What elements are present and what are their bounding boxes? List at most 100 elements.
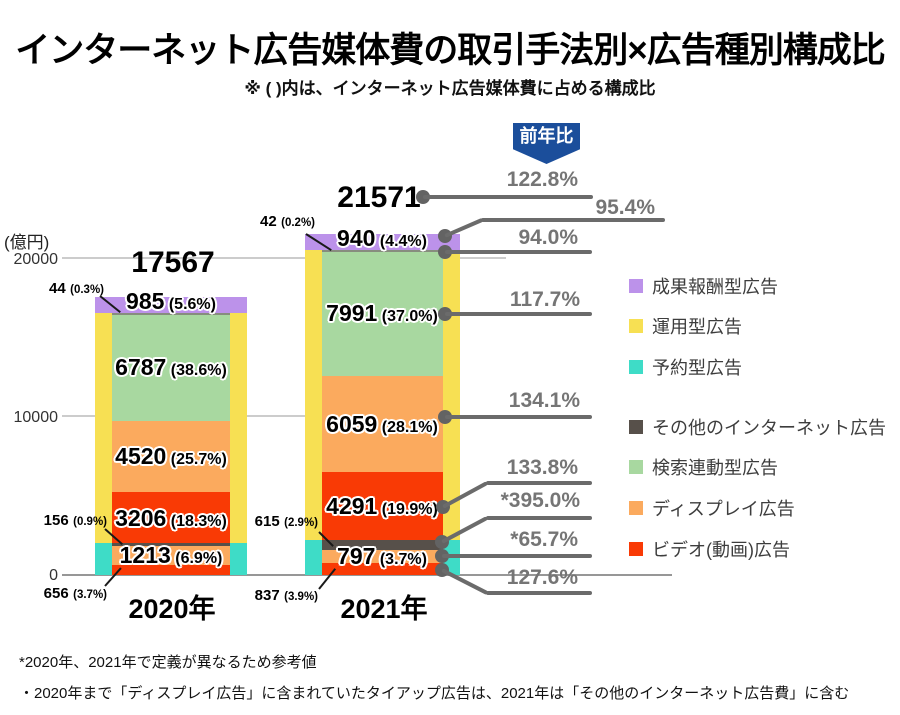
- yoy-other: *395.0%: [500, 489, 580, 512]
- bar2021-video-reserved-segment: [322, 563, 443, 575]
- bar2021-other-segment: [322, 540, 443, 550]
- legend-label: ビデオ(動画)広告: [652, 540, 790, 560]
- bar2020-reserved-frame-left: [95, 543, 112, 575]
- bar2020-display-segment: [112, 421, 230, 492]
- share: (0.9%): [73, 516, 107, 528]
- y-tick-20000: 20000: [13, 251, 59, 268]
- yoy-display: 134.1%: [508, 389, 580, 412]
- value: 3206: [115, 505, 167, 531]
- value: 42: [259, 213, 277, 230]
- bar2021-side-top-label: 42 (0.2%): [240, 214, 315, 231]
- callout-line-video: [486, 481, 592, 485]
- share: (2.9%): [284, 517, 318, 529]
- legend-item-search: 検索連動型広告: [629, 454, 778, 480]
- share: (37.0%): [381, 308, 438, 325]
- gridline-20000: [62, 257, 506, 259]
- legend-swatch-green: [629, 460, 643, 474]
- bar2021-display-label: 6059 (28.1%): [326, 411, 438, 441]
- value: 156: [43, 512, 69, 529]
- bar2021-thin-strip: [322, 250, 443, 252]
- yoy-search: 117.7%: [509, 288, 580, 311]
- yoy-top-strip: 94.0%: [518, 226, 578, 249]
- yoy-video: 133.8%: [506, 456, 578, 479]
- bar2021-performance-segment: [305, 234, 460, 250]
- bar2021-search-label: 7991 (37.0%): [326, 300, 438, 330]
- bar2021-video-label: 4291 (19.9%): [326, 493, 438, 523]
- legend-swatch-red: [629, 542, 643, 556]
- bar2020-video-label: 3206 (18.3%): [115, 505, 227, 535]
- callout-line-total: [423, 195, 593, 199]
- callout-line-top-strip: [445, 250, 592, 254]
- share: (0.2%): [281, 217, 315, 229]
- legend-swatch-orange: [629, 501, 643, 515]
- legend-item-performance: 成果報酬型広告: [629, 273, 778, 299]
- share: (19.9%): [381, 501, 438, 518]
- bar2021-performance-label: 940 (4.4%): [337, 225, 427, 255]
- legend-label: その他のインターネット広告: [652, 418, 886, 438]
- bar2020-operational-frame-right: [230, 313, 247, 543]
- legend-label: 運用型広告: [652, 317, 742, 337]
- y-tick-0: 0: [49, 567, 58, 584]
- legend-swatch-purple: [629, 279, 643, 293]
- value: 656: [43, 585, 69, 602]
- bar2020-thin-strip: [112, 313, 230, 315]
- chart-subtitle: ※ ( )内は、インターネット広告媒体費に占める構成比: [244, 79, 656, 98]
- bar2020-search-segment: [112, 315, 230, 421]
- bar2020-side-bottom-label: 656 (3.7%): [30, 586, 107, 603]
- bar2021-display-segment: [322, 376, 443, 472]
- share: (3.7%): [73, 589, 107, 601]
- y-axis-unit: (億円): [4, 233, 50, 252]
- bar2020-total: 17567: [131, 246, 215, 279]
- bar2021-video-segment: [322, 472, 443, 540]
- footnote-2: ・2020年まで「ディスプレイ広告」に含まれていたタイアップ広告は、2021年は…: [19, 685, 850, 702]
- share: (3.9%): [284, 591, 318, 603]
- value: 940: [337, 225, 376, 251]
- bar2020-performance-segment: [95, 297, 247, 313]
- yoy-badge-label: 前年比: [519, 126, 574, 146]
- legend-swatch-dark: [629, 420, 643, 434]
- share: (28.1%): [381, 419, 438, 436]
- legend-label: ディスプレイ広告: [652, 499, 795, 519]
- legend-label: 予約型広告: [652, 358, 742, 378]
- bar2020-reserved-frame-right: [230, 543, 247, 575]
- x-axis-line: [62, 574, 672, 576]
- bar2021-side-other-label: 615 (2.9%): [243, 514, 318, 531]
- bar2021-total: 21571: [337, 181, 421, 214]
- bar2020-display-label: 4520 (25.7%): [115, 443, 227, 473]
- share: (18.3%): [170, 513, 227, 530]
- bar2020-display-reserved-segment: [112, 546, 230, 565]
- bar2020-video-segment: [112, 492, 230, 543]
- bar2020-side-other-label: 156 (0.9%): [30, 513, 107, 530]
- value: 985: [126, 288, 165, 314]
- yoy-performance: 95.4%: [595, 196, 655, 219]
- yoy-video-reserved: 127.6%: [506, 566, 578, 589]
- bar2020-video-reserved-segment: [112, 565, 230, 575]
- legend-swatch-teal: [629, 360, 643, 374]
- bar2021-side-bottom-label: 837 (3.9%): [243, 588, 318, 605]
- footnote-1: *2020年、2021年で定義が異なるため参考値: [19, 654, 317, 671]
- value: 837: [254, 587, 280, 604]
- bar2021-operational-frame-left: [305, 250, 322, 540]
- legend-item-operational: 運用型広告: [629, 313, 742, 339]
- legend-item-video: ビデオ(動画)広告: [629, 536, 790, 562]
- callout-line-search: [445, 312, 592, 316]
- yoy-display-reserved: *65.7%: [510, 528, 578, 551]
- share: (4.4%): [379, 233, 427, 250]
- value: 7991: [326, 300, 378, 326]
- legend-item-display: ディスプレイ広告: [629, 495, 795, 521]
- value: 6059: [326, 411, 378, 437]
- share: (3.7%): [379, 551, 427, 568]
- page-title: インターネット広告媒体費の取引手法別×広告種別構成比: [15, 31, 885, 70]
- bar2021-display-reserved-label: 797 (3.7%): [337, 543, 427, 573]
- callout-line-video-reserved: [486, 591, 592, 595]
- y-tick-10000: 10000: [13, 409, 59, 426]
- legend-item-other: その他のインターネット広告: [629, 414, 886, 440]
- bar2020-operational-frame-left: [95, 313, 112, 543]
- bar2021-search-segment: [322, 252, 443, 376]
- bar2021-year-label: 2021年: [340, 594, 428, 624]
- value: 4291: [326, 493, 378, 519]
- bar2021-display-reserved-segment: [322, 550, 443, 563]
- bar2020-performance-label: 985 (5.6%): [126, 288, 216, 318]
- bar2020-year-label: 2020年: [128, 594, 216, 624]
